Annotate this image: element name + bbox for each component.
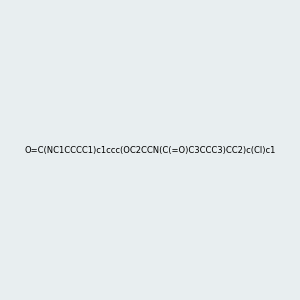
Text: O=C(NC1CCCC1)c1ccc(OC2CCN(C(=O)C3CCC3)CC2)c(Cl)c1: O=C(NC1CCCC1)c1ccc(OC2CCN(C(=O)C3CCC3)CC… [24,146,276,154]
